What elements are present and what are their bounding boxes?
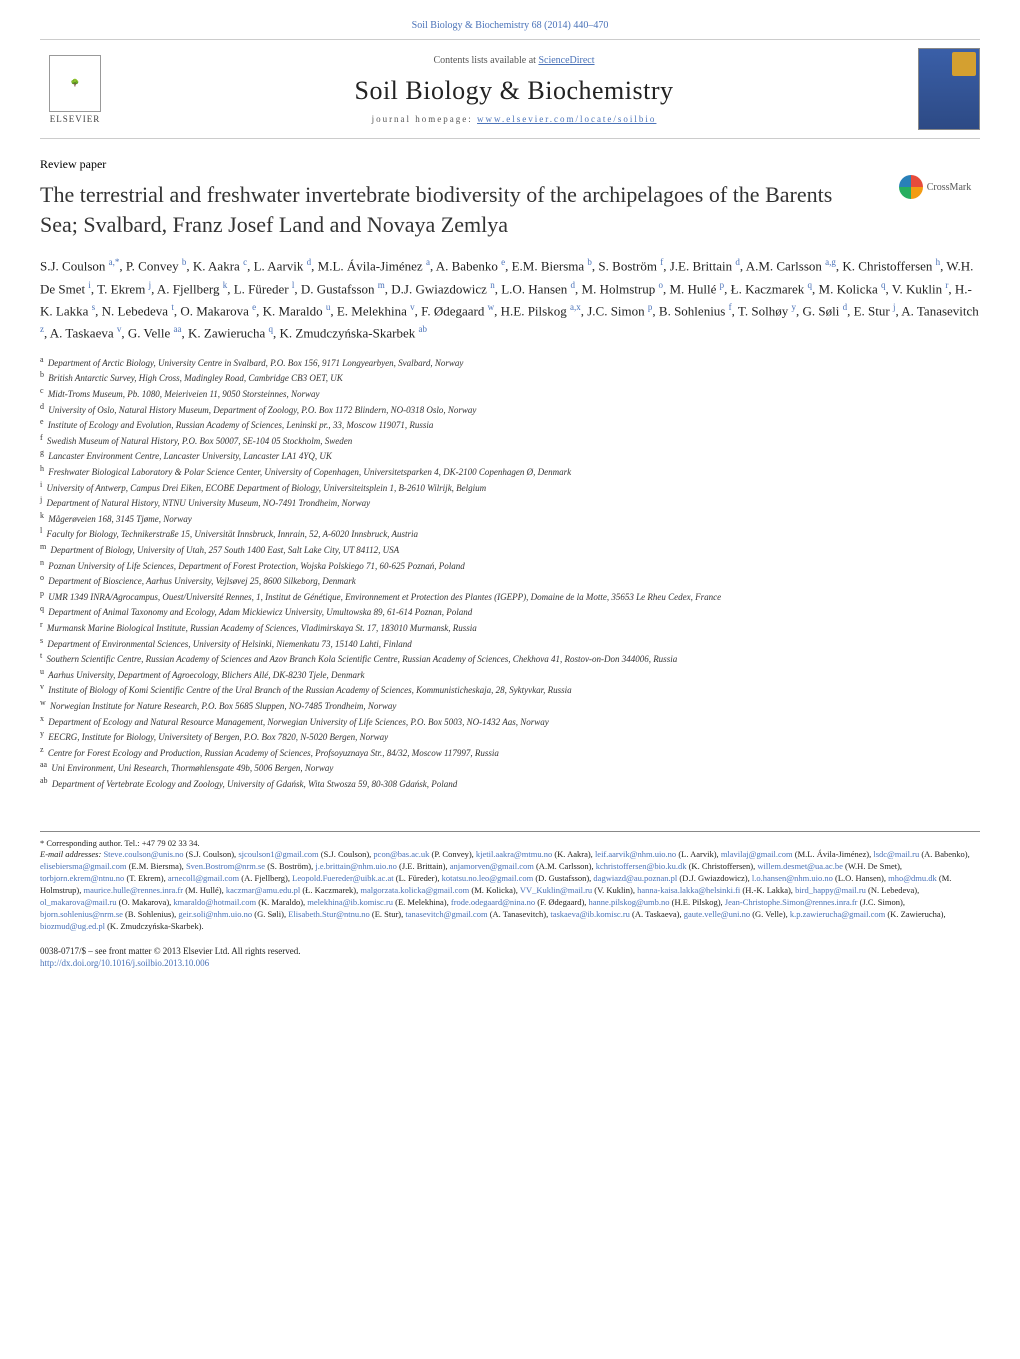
crossmark-icon: [899, 175, 923, 199]
email-link[interactable]: kjetil.aakra@mtmu.no: [476, 849, 552, 859]
email-link[interactable]: biozmud@ug.ed.pl: [40, 921, 105, 931]
footnotes: * Corresponding author. Tel.: +47 79 02 …: [40, 831, 980, 970]
email-link[interactable]: leif.aarvik@nhm.uio.no: [595, 849, 676, 859]
affiliation-line: r Murmansk Marine Biological Institute, …: [40, 619, 980, 635]
affiliations-list: a Department of Arctic Biology, Universi…: [40, 354, 980, 791]
email-link[interactable]: hanne.pilskog@umb.no: [589, 897, 670, 907]
affiliation-line: ab Department of Vertebrate Ecology and …: [40, 775, 980, 791]
email-link[interactable]: maurice.hulle@rennes.inra.fr: [83, 885, 183, 895]
email-link[interactable]: torbjorn.ekrem@ntnu.no: [40, 873, 124, 883]
authors-list: S.J. Coulson a,*, P. Convey b, K. Aakra …: [40, 255, 980, 344]
corresponding-author: * Corresponding author. Tel.: +47 79 02 …: [40, 838, 980, 850]
email-addresses: E-mail addresses: Steve.coulson@unis.no …: [40, 849, 980, 932]
article-type: Review paper: [40, 157, 980, 172]
homepage-prefix: journal homepage:: [372, 114, 477, 124]
email-link[interactable]: willem.desmet@ua.ac.be: [757, 861, 842, 871]
affiliation-line: j Department of Natural History, NTNU Un…: [40, 494, 980, 510]
crossmark-widget[interactable]: CrossMark: [890, 175, 980, 204]
email-link[interactable]: elisebiersma@gmail.com: [40, 861, 126, 871]
cover-accent-icon: [952, 52, 976, 76]
paper-title: The terrestrial and freshwater invertebr…: [40, 180, 840, 239]
email-link[interactable]: VV_Kuklin@mail.ru: [520, 885, 592, 895]
email-link[interactable]: arnecoll@gmail.com: [168, 873, 239, 883]
email-link[interactable]: tanasevitch@gmail.com: [405, 909, 487, 919]
affiliation-line: i University of Antwerp, Campus Drei Eik…: [40, 479, 980, 495]
sciencedirect-link[interactable]: ScienceDirect: [538, 55, 594, 66]
email-link[interactable]: dagwiazd@au.poznan.pl: [593, 873, 677, 883]
affiliation-line: v Institute of Biology of Komi Scientifi…: [40, 681, 980, 697]
banner-center: Contents lists available at ScienceDirec…: [110, 55, 918, 124]
affiliation-line: w Norwegian Institute for Nature Researc…: [40, 697, 980, 713]
affiliation-line: l Faculty for Biology, Technikerstraße 1…: [40, 525, 980, 541]
email-link[interactable]: hanna-kaisa.lakka@helsinki.fi: [637, 885, 740, 895]
affiliation-line: t Southern Scientific Centre, Russian Ac…: [40, 650, 980, 666]
affiliation-line: c Midt-Troms Museum, Pb. 1080, Meierivei…: [40, 385, 980, 401]
email-link[interactable]: lsdc@mail.ru: [873, 849, 919, 859]
email-link[interactable]: sjcoulson1@gmail.com: [238, 849, 318, 859]
publisher-name: ELSEVIER: [50, 114, 101, 124]
contents-available: Contents lists available at ScienceDirec…: [110, 55, 918, 66]
email-link[interactable]: kotatsu.no.leo@gmail.com: [442, 873, 534, 883]
affiliation-line: x Department of Ecology and Natural Reso…: [40, 713, 980, 729]
affiliation-line: s Department of Environmental Sciences, …: [40, 635, 980, 651]
email-link[interactable]: pcon@bas.ac.uk: [373, 849, 429, 859]
homepage-link[interactable]: www.elsevier.com/locate/soilbio: [477, 114, 656, 124]
elsevier-logo: 🌳 ELSEVIER: [40, 49, 110, 129]
affiliation-line: q Department of Animal Taxonomy and Ecol…: [40, 603, 980, 619]
email-link[interactable]: Jean-Christophe.Simon@rennes.inra.fr: [725, 897, 858, 907]
email-link[interactable]: j.e.brittain@nhm.uio.no: [315, 861, 397, 871]
affiliation-line: d University of Oslo, Natural History Mu…: [40, 401, 980, 417]
crossmark-badge: CrossMark: [899, 175, 971, 199]
email-link[interactable]: taskaeva@ib.komisc.ru: [550, 909, 630, 919]
affiliation-line: e Institute of Ecology and Evolution, Ru…: [40, 416, 980, 432]
doi-link[interactable]: http://dx.doi.org/10.1016/j.soilbio.2013…: [40, 958, 209, 968]
affiliation-line: y EECRG, Institute for Biology, Universi…: [40, 728, 980, 744]
affiliation-line: u Aarhus University, Department of Agroe…: [40, 666, 980, 682]
affiliation-line: g Lancaster Environment Centre, Lancaste…: [40, 447, 980, 463]
journal-cover-thumbnail: [918, 48, 980, 130]
email-link[interactable]: bird_happy@mail.ru: [795, 885, 866, 895]
email-link[interactable]: malgorzata.kolicka@gmail.com: [360, 885, 469, 895]
affiliation-line: h Freshwater Biological Laboratory & Pol…: [40, 463, 980, 479]
journal-title: Soil Biology & Biochemistry: [110, 76, 918, 106]
email-link[interactable]: gaute.velle@uni.no: [684, 909, 750, 919]
affiliation-line: aa Uni Environment, Uni Research, Thormø…: [40, 759, 980, 775]
journal-homepage: journal homepage: www.elsevier.com/locat…: [110, 114, 918, 124]
affiliation-line: p UMR 1349 INRA/Agrocampus, Ouest/Univer…: [40, 588, 980, 604]
email-link[interactable]: Sven.Bostrom@nrm.se: [186, 861, 265, 871]
copyright-line: 0038-0717/$ – see front matter © 2013 El…: [40, 945, 980, 958]
affiliation-line: z Centre for Forest Ecology and Producti…: [40, 744, 980, 760]
email-link[interactable]: mho@dmu.dk: [888, 873, 937, 883]
email-link[interactable]: kmaraldo@hotmail.com: [173, 897, 256, 907]
crossmark-label: CrossMark: [927, 182, 971, 193]
affiliation-line: o Department of Bioscience, Aarhus Unive…: [40, 572, 980, 588]
affiliation-line: a Department of Arctic Biology, Universi…: [40, 354, 980, 370]
affiliation-line: b British Antarctic Survey, High Cross, …: [40, 369, 980, 385]
email-link[interactable]: bjorn.sohlenius@nrm.se: [40, 909, 123, 919]
email-link[interactable]: frode.odegaard@nina.no: [451, 897, 535, 907]
email-link[interactable]: Steve.coulson@unis.no: [103, 849, 183, 859]
affiliation-line: k Mågerøveien 168, 3145 Tjøme, Norway: [40, 510, 980, 526]
affiliation-line: n Poznan University of Life Sciences, De…: [40, 557, 980, 573]
copyright-block: 0038-0717/$ – see front matter © 2013 El…: [40, 945, 980, 970]
journal-banner: 🌳 ELSEVIER Contents lists available at S…: [40, 39, 980, 139]
email-link[interactable]: ol_makarova@mail.ru: [40, 897, 117, 907]
email-link[interactable]: geir.soli@nhm.uio.no: [178, 909, 252, 919]
elsevier-tree-icon: 🌳: [49, 55, 101, 112]
affiliation-line: f Swedish Museum of Natural History, P.O…: [40, 432, 980, 448]
contents-text: Contents lists available at: [433, 55, 538, 66]
email-link[interactable]: Elisabeth.Stur@ntnu.no: [288, 909, 370, 919]
email-link[interactable]: kchristoffersen@bio.ku.dk: [596, 861, 687, 871]
email-link[interactable]: k.p.zawierucha@gmail.com: [790, 909, 885, 919]
email-link[interactable]: mlavilaj@gmail.com: [721, 849, 793, 859]
email-link[interactable]: melekhina@ib.komisc.ru: [307, 897, 393, 907]
email-link[interactable]: l.o.hansen@nhm.uio.no: [752, 873, 833, 883]
journal-reference: Soil Biology & Biochemistry 68 (2014) 44…: [40, 20, 980, 31]
affiliation-line: m Department of Biology, University of U…: [40, 541, 980, 557]
email-link[interactable]: anjamorven@gmail.com: [450, 861, 534, 871]
email-link[interactable]: kaczmar@amu.edu.pl: [226, 885, 300, 895]
email-link[interactable]: Leopold.Fuereder@uibk.ac.at: [292, 873, 394, 883]
